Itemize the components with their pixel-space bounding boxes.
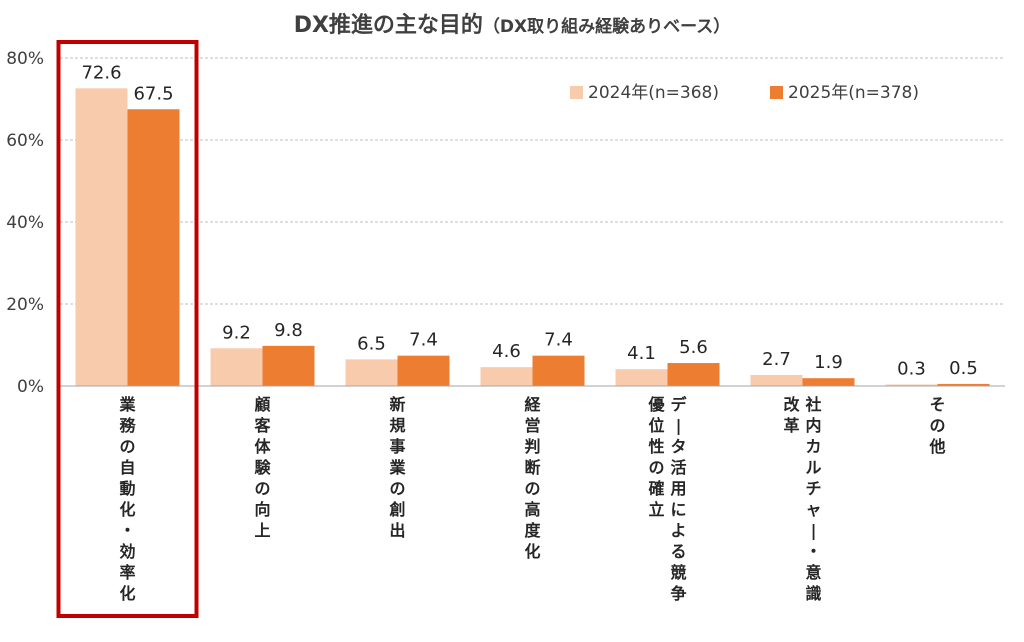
legend-item: 2025年(n=378)	[770, 83, 919, 103]
category-label: 顧客体験の向上	[254, 395, 271, 540]
bar-2025	[937, 383, 990, 386]
bar-2025	[667, 363, 720, 386]
data-labels: 72.6 67.5 9.2 9.8 6.5 7.4 4.6 7.4 4.1 5.6 2.7 1.9 0.…	[81, 62, 977, 379]
category-label-line: デ|タ活用による競争	[670, 395, 687, 603]
data-label: 7.4	[409, 330, 438, 351]
category-label-line: 経営判断の高度化	[524, 395, 541, 561]
bars	[75, 88, 990, 386]
data-label: 67.5	[133, 83, 173, 104]
data-label: 9.2	[222, 322, 251, 343]
data-label: 4.1	[627, 343, 656, 364]
y-tick-label: 60%	[6, 131, 44, 151]
category-label-line: 社内カルチャ|・意識	[804, 395, 821, 603]
x-axis-category-labels: 業務の自動化・効率化 顧客体験の向上 新規事業の創出 経営判断の高度化 デ|タ活用による…	[118, 395, 945, 603]
bar-2025	[397, 355, 450, 386]
y-tick-label: 40%	[6, 213, 44, 233]
bar-2024	[615, 369, 668, 386]
data-label: 4.6	[492, 341, 521, 362]
category-label: 業務の自動化・効率化	[118, 395, 136, 603]
category-label: 経営判断の高度化	[524, 395, 541, 561]
data-label: 9.8	[274, 320, 303, 341]
data-label: 0.5	[949, 358, 978, 379]
legend-label: 2025年(n=378)	[788, 83, 919, 103]
bar-2025	[802, 378, 855, 386]
legend-label: 2024年(n=368)	[588, 83, 719, 103]
legend-item: 2024年(n=368)	[570, 83, 719, 103]
legend-swatch	[570, 86, 583, 99]
data-label: 6.5	[357, 333, 386, 354]
bar-2024	[210, 348, 263, 386]
chart-subtitle: （DX取り組み経験ありベース）	[483, 16, 730, 37]
y-axis-tick-labels: 0% 20% 40% 60% 80%	[6, 49, 44, 397]
category-label-line: 業務の自動化・効率化	[118, 395, 136, 603]
bar-2024	[885, 384, 938, 386]
y-tick-label: 80%	[6, 49, 44, 69]
category-label: 新規事業の創出	[388, 395, 406, 540]
category-label-line: 新規事業の創出	[388, 395, 406, 540]
category-label-line: その他	[928, 395, 945, 456]
category-label-line: 優位性の確立	[647, 395, 665, 519]
y-tick-label: 0%	[17, 377, 44, 397]
bar-2024	[75, 88, 128, 386]
category-label: その他	[928, 395, 945, 456]
bar-2024	[750, 374, 803, 386]
legend-swatch	[770, 86, 783, 99]
data-label: 7.4	[544, 330, 573, 351]
bar-2025	[532, 355, 585, 386]
category-label-line: 顧客体験の向上	[254, 395, 271, 540]
bar-2025	[127, 109, 180, 386]
highlight-box	[56, 40, 199, 618]
legend: 2024年(n=368) 2025年(n=378)	[570, 83, 919, 103]
data-label: 2.7	[762, 349, 791, 370]
chart-title-main: DX推進の主な目的	[294, 12, 483, 38]
data-label: 0.3	[897, 359, 926, 380]
data-label: 1.9	[814, 352, 843, 373]
chart-title: DX推進の主な目的（DX取り組み経験ありベース）	[294, 12, 731, 38]
category-label-line: 改革	[783, 395, 800, 435]
data-label: 5.6	[679, 337, 708, 358]
gridlines	[60, 57, 1005, 305]
y-tick-label: 20%	[6, 295, 44, 315]
data-label: 72.6	[81, 62, 121, 83]
bar-2024	[480, 367, 533, 386]
bar-2025	[262, 345, 315, 386]
bar-2024	[345, 359, 398, 386]
